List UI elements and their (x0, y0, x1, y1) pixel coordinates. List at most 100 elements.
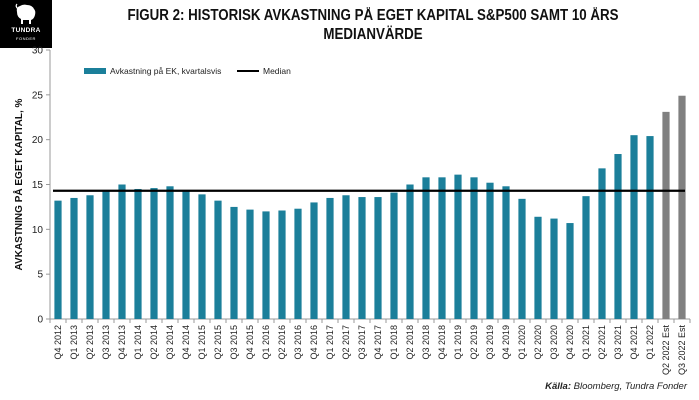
y-tick-label: 0 (37, 315, 43, 326)
x-tick-label: Q2 2016 (277, 325, 287, 360)
bar (278, 210, 286, 319)
x-tick-label: Q4 2017 (373, 325, 383, 360)
x-tick-label: Q4 2015 (245, 325, 255, 360)
bar (614, 154, 622, 319)
bar (102, 190, 110, 319)
x-tick-label: Q2 2020 (533, 325, 543, 360)
y-axis-label: AVKASTNING PÅ EGET KAPITAL, % (12, 98, 25, 270)
x-tick-label: Q3 2013 (101, 325, 111, 360)
bar (678, 95, 686, 319)
x-tick-label: Q1 2017 (325, 325, 335, 360)
y-tick-label: 5 (37, 270, 43, 281)
bar (406, 184, 414, 319)
bison-icon (15, 3, 36, 25)
bar (182, 190, 190, 319)
x-tick-label: Q4 2014 (181, 325, 191, 360)
x-tick-label: Q3 2017 (357, 325, 367, 360)
bar (550, 218, 558, 319)
x-tick-label: Q2 2021 (597, 325, 607, 360)
bar (374, 197, 382, 319)
x-tick-label: Q1 2014 (133, 325, 143, 360)
x-tick-label: Q4 2020 (565, 325, 575, 360)
y-tick-label: 10 (32, 225, 44, 236)
bar (422, 177, 430, 319)
x-tick-label: Q3 2019 (485, 325, 495, 360)
bar (246, 209, 254, 319)
x-tick-label: Q3 2016 (293, 325, 303, 360)
bar (438, 177, 446, 319)
x-tick-label: Q1 2022 (645, 325, 655, 360)
x-tick-label: Q4 2019 (501, 325, 511, 360)
bar (646, 136, 654, 319)
x-tick-label: Q2 2013 (85, 325, 95, 360)
bar (166, 186, 174, 319)
bar (198, 194, 206, 319)
x-tick-label: Q1 2021 (581, 325, 591, 360)
bar (342, 195, 350, 319)
x-tick-label: Q3 2014 (165, 325, 175, 360)
bar (70, 197, 78, 319)
bar (54, 200, 62, 319)
x-tick-label: Q2 2022 Est (661, 325, 671, 376)
x-tick-label: Q2 2019 (469, 325, 479, 360)
chart-title: FIGUR 2: HISTORISK AVKASTNING PÅ EGET KA… (102, 6, 644, 44)
x-tick-label: Q3 2018 (421, 325, 431, 360)
bar (262, 211, 270, 319)
bar (662, 111, 670, 320)
x-tick-label: Q4 2013 (117, 325, 127, 360)
bar (118, 184, 126, 319)
bar (454, 174, 462, 319)
bar (518, 198, 526, 319)
y-tick-label: 25 (32, 90, 44, 101)
bar (310, 202, 318, 319)
title-line-1: FIGUR 2: HISTORISK AVKASTNING PÅ EGET KA… (127, 7, 619, 24)
x-tick-label: Q2 2014 (149, 325, 159, 360)
x-tick-label: Q3 2020 (549, 325, 559, 360)
bar (150, 188, 158, 319)
x-tick-label: Q3 2015 (229, 325, 239, 360)
bar (470, 177, 478, 319)
source-label: Källa: (545, 381, 571, 392)
bar (502, 186, 510, 319)
x-tick-label: Q2 2015 (213, 325, 223, 360)
x-tick-label: Q1 2020 (517, 325, 527, 360)
logo-subtitle: FONDER (16, 36, 36, 41)
bar (294, 208, 302, 319)
x-tick-label: Q1 2016 (261, 325, 271, 360)
bar (326, 197, 334, 319)
x-tick-label: Q4 2021 (629, 325, 639, 360)
legend-swatch-actual (84, 68, 106, 74)
x-tick-label: Q2 2018 (405, 325, 415, 360)
x-tick-label: Q4 2018 (437, 325, 447, 360)
logo-name: TUNDRA (11, 27, 41, 34)
x-tick-label: Q2 2017 (341, 325, 351, 360)
y-tick-label: 15 (32, 180, 44, 191)
y-tick-label: 20 (32, 135, 44, 146)
bar (214, 200, 222, 319)
x-tick-label: Q1 2019 (453, 325, 463, 360)
bar (486, 182, 494, 319)
source-note: Källa: Bloomberg, Tundra Fonder (545, 381, 687, 392)
source-text: Bloomberg, Tundra Fonder (571, 381, 687, 392)
bar (566, 223, 574, 319)
bar (390, 192, 398, 319)
bar (630, 135, 638, 319)
bar (582, 196, 590, 319)
x-tick-label: Q1 2015 (197, 325, 207, 360)
bar (86, 195, 94, 319)
x-tick-label: Q4 2016 (309, 325, 319, 360)
x-tick-label: Q3 2022 Est (677, 325, 687, 376)
x-tick-label: Q1 2018 (389, 325, 399, 360)
x-tick-label: Q4 2012 (53, 325, 63, 360)
bar (358, 197, 366, 319)
legend-label-actual: Avkastning på EK, kvartalsvis (110, 66, 221, 76)
bar (134, 188, 142, 319)
y-tick-label: 30 (32, 46, 44, 57)
x-tick-label: Q3 2021 (613, 325, 623, 360)
bar (598, 168, 606, 319)
x-tick-label: Q1 2013 (69, 325, 79, 360)
tundra-logo: TUNDRA FONDER (0, 0, 52, 48)
bar (534, 216, 542, 319)
bar (230, 206, 238, 319)
